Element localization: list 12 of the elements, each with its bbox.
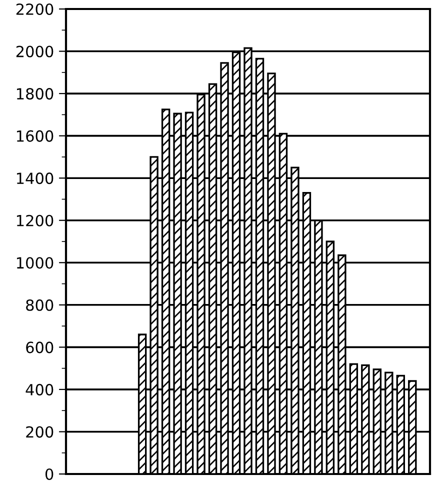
y-tick-label: 1600 <box>16 130 54 142</box>
y-tick-label: 2200 <box>16 3 54 16</box>
y-tick-label: 600 <box>26 342 54 354</box>
y-tick-label: 1000 <box>16 257 54 269</box>
y-tick-label: 200 <box>26 426 54 438</box>
y-tick-label: 800 <box>26 299 54 311</box>
y-tick-label: 1200 <box>16 214 54 226</box>
y-tick-label: 0 <box>45 468 54 480</box>
y-tick-label: 1800 <box>16 88 54 100</box>
y-tick-label: 1400 <box>16 172 54 184</box>
y-tick-label: 400 <box>26 384 54 396</box>
y-tick-label: 2000 <box>16 46 54 58</box>
